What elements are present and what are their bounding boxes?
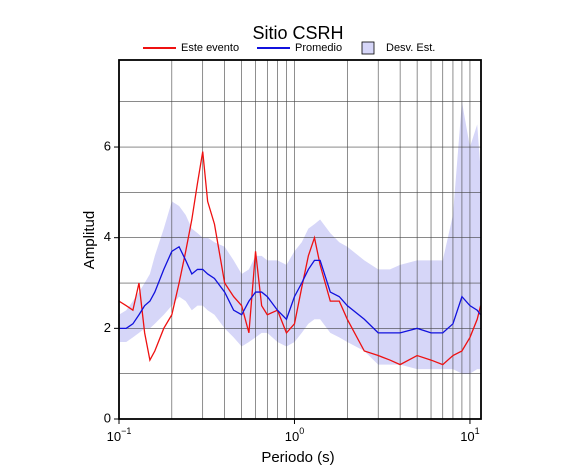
x-tick-base: 10 [460, 429, 474, 444]
y-tick-label: 0 [104, 410, 111, 425]
y-tick-label: 2 [104, 320, 111, 335]
series-line [119, 151, 481, 366]
x-tick-label: 101 [460, 426, 479, 444]
legend-label: Promedio [295, 42, 342, 54]
y-axis-label: Amplitud [81, 211, 98, 269]
legend-label: Desv. Est. [386, 42, 435, 54]
std-band [119, 101, 481, 374]
chart-title: Sitio CSRH [252, 23, 343, 43]
x-tick-exp: 1 [475, 426, 480, 436]
x-tick-label: 10−1 [107, 426, 132, 444]
x-tick-base: 10 [107, 429, 121, 444]
legend-label: Este evento [181, 42, 239, 54]
plot-area [119, 60, 481, 419]
x-tick-base: 10 [285, 429, 299, 444]
legend-swatch [361, 41, 375, 55]
x-tick-exp: 0 [299, 426, 304, 436]
x-tick-label: 100 [285, 426, 304, 444]
x-axis-label: Periodo (s) [261, 449, 334, 466]
x-tick-exp: −1 [121, 426, 131, 436]
y-tick-label: 6 [104, 138, 111, 153]
y-tick-label: 4 [104, 229, 111, 244]
plot-frame [118, 59, 482, 420]
series-line [119, 245, 481, 334]
